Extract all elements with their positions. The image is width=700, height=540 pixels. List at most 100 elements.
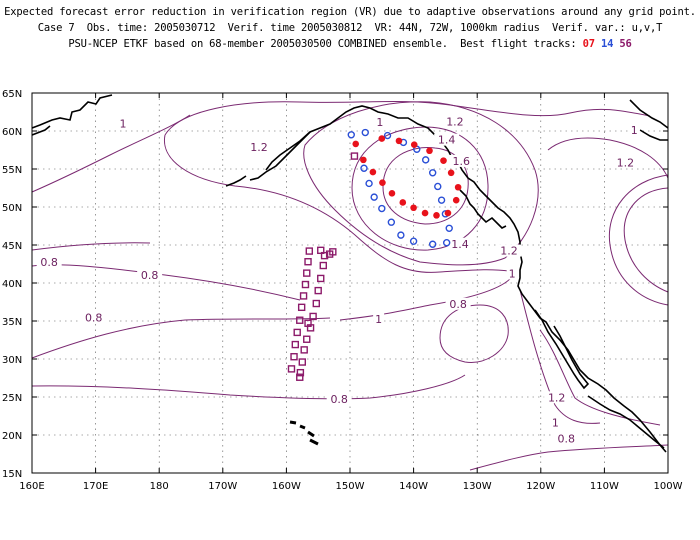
contour-label-bg [137, 268, 163, 281]
coast-baja [534, 309, 590, 390]
contour-label-bg [434, 133, 460, 146]
track-56-point [293, 328, 301, 337]
contour-label: 0.8 [40, 256, 58, 269]
contour-label: 1.2 [500, 245, 518, 258]
contour-1-2-northeast [547, 137, 669, 179]
contour-1-4 [351, 126, 489, 251]
track-56-point [303, 269, 311, 277]
contour-label-bg [36, 256, 62, 268]
track-56-point [303, 335, 311, 343]
contour-label: 1 [376, 116, 383, 129]
contour-label: 1 [509, 267, 516, 280]
contour-1-west [163, 134, 516, 273]
track-56-point [309, 312, 317, 321]
contour-label-bg [544, 391, 570, 404]
coast-aleutians-west [225, 175, 247, 187]
coast-hawaii [289, 420, 319, 446]
contour-label: 0.8 [330, 393, 348, 406]
contour-0-8-mid [31, 317, 331, 359]
track-14-point [428, 240, 437, 248]
track-14-point [347, 131, 355, 139]
track-56-point [329, 248, 337, 256]
coast-inside-passage [459, 189, 507, 229]
coast-alaska-peninsula [249, 131, 311, 181]
track-14-point [378, 204, 386, 213]
contour-label-bg [81, 311, 107, 324]
track-56-point [304, 319, 312, 327]
lon-label: 160W [272, 481, 301, 492]
axis-ticks [31, 92, 669, 474]
contour-label: 1.2 [250, 141, 268, 154]
contour-label-bg [326, 392, 352, 405]
track-56-point [320, 251, 329, 260]
contour-1-mid [339, 271, 516, 321]
track-56-point [291, 340, 300, 349]
track-14-point [442, 239, 451, 247]
track-56-point [312, 299, 320, 308]
lat-label: 60N [2, 127, 22, 138]
lat-label: 55N [2, 165, 22, 176]
track-14-point [437, 196, 446, 204]
contour-label: 1 [119, 118, 126, 131]
lon-label: 180 [150, 481, 169, 492]
contour-0-8-west-loop [31, 242, 151, 251]
track-07-point [399, 199, 407, 206]
track-14-point [383, 131, 392, 140]
track-07-point [410, 204, 417, 212]
track-07-point [378, 135, 386, 142]
track-56-point [296, 368, 305, 377]
track-14-point [428, 169, 437, 177]
track-14-point [409, 237, 418, 245]
track-14-point [445, 224, 453, 232]
grid-lines [32, 93, 668, 473]
contour-label: 1.2 [548, 391, 566, 404]
contour-label-bg [448, 154, 474, 167]
track-56-point [299, 292, 308, 300]
track-07-point [369, 168, 377, 176]
track-07-point [395, 137, 403, 145]
contour-label: 1 [631, 124, 638, 137]
contour-1-2-east [608, 174, 669, 306]
contour-label-bg [373, 313, 385, 325]
track-07-point [433, 212, 440, 219]
lat-label: 40N [2, 279, 22, 290]
track-14-point [370, 193, 378, 201]
contour-0-8-south [31, 374, 466, 400]
track-07-point [421, 209, 429, 217]
contour-label-bg [549, 416, 561, 429]
track-56-point [305, 247, 313, 255]
contour-label-bg [506, 267, 518, 280]
coastlines [31, 94, 669, 453]
header-case-line: Case 7 Obs. time: 2005030712 Verif. time… [37, 22, 663, 34]
track-07-point [440, 157, 447, 164]
lat-label: 50N [2, 203, 22, 214]
lat-label: 45N [2, 241, 22, 252]
contour-label: 1.2 [617, 156, 635, 169]
track-14-point [421, 156, 430, 164]
lat-label: 25N [2, 393, 22, 404]
contour-label-bg [374, 116, 386, 129]
track-14-point [360, 164, 368, 172]
track-07-point [444, 209, 452, 217]
lon-label: 150W [336, 481, 365, 492]
coast-alaska [265, 105, 667, 453]
lon-label: 100W [654, 481, 683, 492]
track-07-point [447, 169, 455, 177]
lon-label: 120W [526, 481, 555, 492]
track-14-point [397, 231, 405, 239]
track-14-point [365, 179, 373, 188]
contour-labels: 1 1.2 1.4 1.6 1.4 1.2 1 1 0.8 0.8 1.2 1 0.8 1 1.2 0.8 0.… [36, 115, 640, 445]
lon-label: 160E [19, 481, 44, 492]
coast-hudson [629, 99, 669, 129]
track-07-point [352, 140, 360, 148]
track-56-point [317, 274, 325, 283]
contour-label: 1.4 [438, 134, 456, 147]
contour-label-bg [496, 244, 522, 257]
track-07-point [452, 196, 460, 204]
lon-label: 110W [590, 481, 619, 492]
contour-label: 0.8 [449, 298, 467, 311]
contour-label-bg [445, 297, 471, 310]
contour-label: 1.6 [453, 155, 471, 168]
contour-0-8-mexico [469, 444, 669, 471]
header-ensemble-text: PSU-NCEP ETKF based on 68-member 2005030… [68, 38, 583, 50]
